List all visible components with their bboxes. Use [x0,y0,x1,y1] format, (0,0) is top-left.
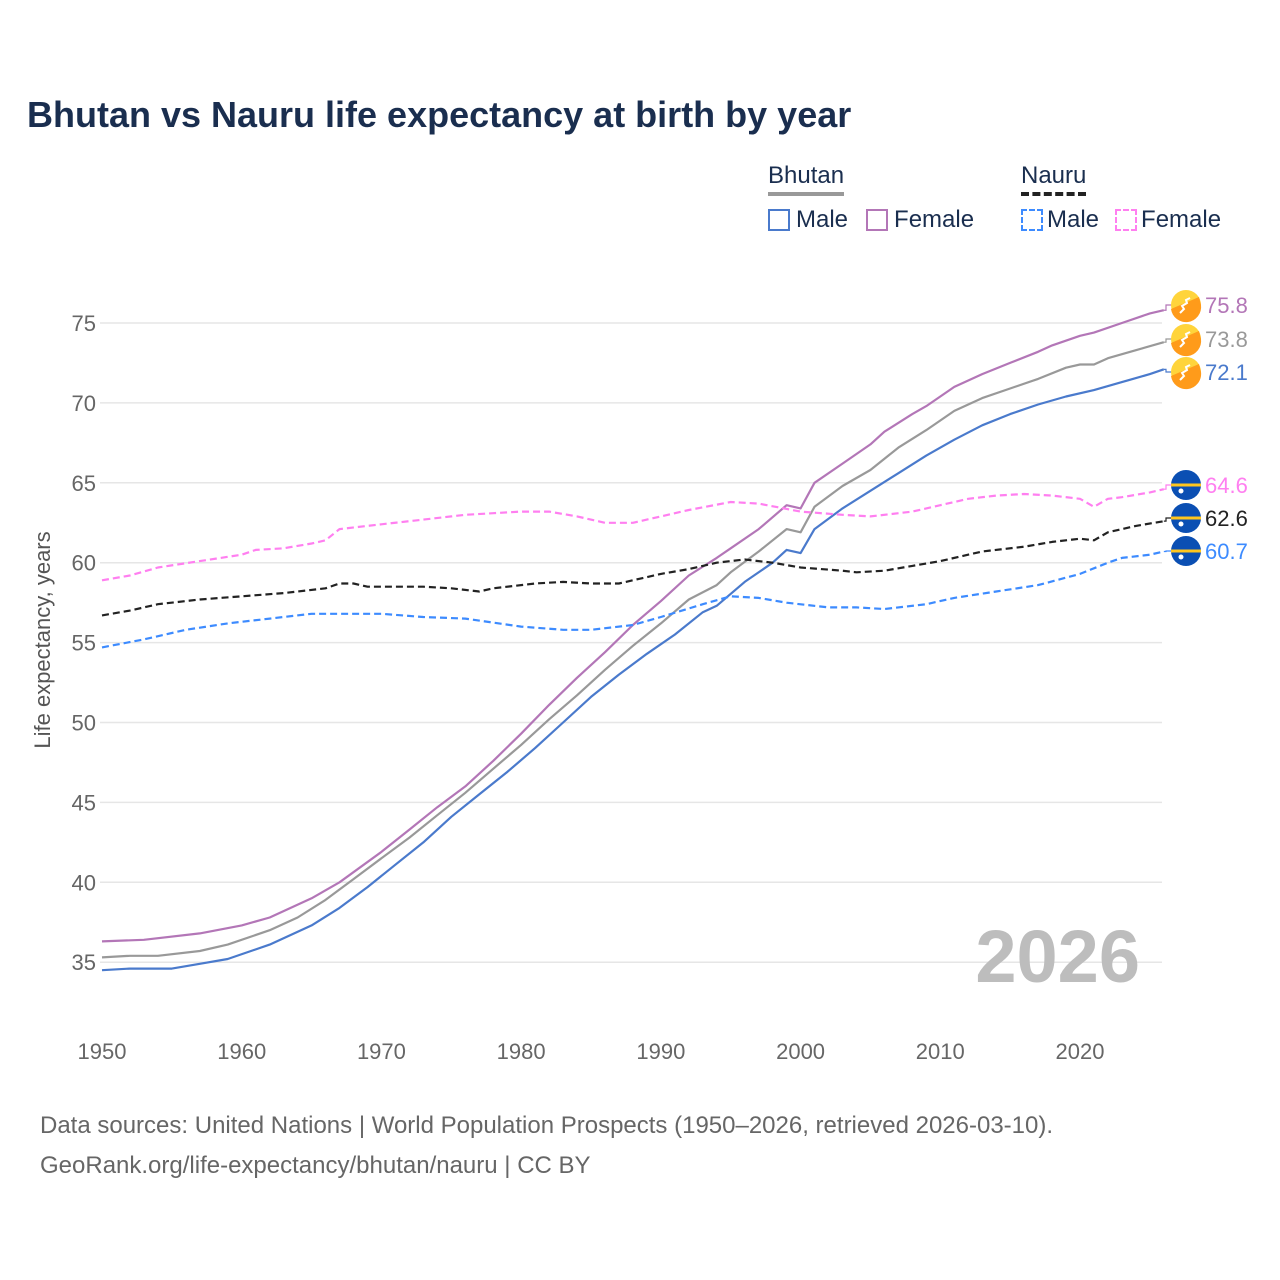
legend-nauru-items: Male Female [1021,206,1221,234]
line-chart: 35 40 45 50 55 60 65 70 75 1950 1960 1970 1980 1990 20… [30,290,1248,1064]
end-connector [1163,484,1172,490]
nauru-flag-icon [1171,470,1201,500]
legend-label: Male [1047,206,1100,233]
legend-bhutan: Bhutan Male Female [768,162,974,233]
source-link[interactable]: GeoRank.org/life-expectancy/bhutan/nauru… [40,1152,591,1179]
legend-label: Male [796,206,849,233]
x-tick-label: 2020 [1056,1039,1105,1064]
grid: 35 40 45 50 55 60 65 70 75 1950 1960 1970 1980 1990 20… [72,311,1162,1064]
end-connector [1163,517,1172,522]
x-tick-label: 2000 [776,1039,825,1064]
end-connector [1163,304,1172,311]
end-connector [1163,368,1172,373]
series-line-nauru-female[interactable] [101,488,1165,582]
legend-nauru-title: Nauru [1021,162,1087,196]
end-labels: 75.8 73.8 72.1 64.6 62.6 60.7 [1163,290,1248,566]
y-tick-label: 45 [72,790,96,815]
footer: Data sources: United Nations | World Pop… [40,1106,1053,1186]
legend-swatch [768,209,790,231]
x-tick-label: 1960 [217,1039,266,1064]
legend-nauru: Nauru Male Female [1021,162,1221,233]
y-tick-label: 75 [72,311,96,336]
y-tick-label: 60 [72,551,96,576]
x-tick-label: 2010 [916,1039,965,1064]
x-tick-label: 1980 [497,1039,546,1064]
x-tick-label: 1990 [636,1039,685,1064]
end-value-label: 60.7 [1205,539,1248,564]
y-tick-label: 50 [72,711,96,736]
y-tick-label: 70 [72,391,96,416]
legend-bhutan-male[interactable]: Male [768,206,848,234]
y-axis-title: Life expectancy, years [30,531,55,748]
y-tick-label: 35 [72,950,96,975]
series-line-nauru-male[interactable] [101,550,1165,649]
end-value-label: 72.1 [1205,360,1248,385]
series-line-bhutan-female[interactable] [101,309,1165,943]
legend-swatch [1115,209,1138,231]
chart-title: Bhutan vs Nauru life expectancy at birth… [27,94,852,135]
legend-bhutan-female[interactable]: Female [866,206,974,234]
y-tick-label: 65 [72,471,96,496]
nauru-flag-icon [1171,503,1201,533]
bhutan-flag-icon [1171,290,1202,323]
y-tick-label: 55 [72,631,96,656]
legend-swatch [866,209,889,231]
legend-nauru-male[interactable]: Male [1021,206,1099,234]
end-connector [1163,550,1172,553]
legend-label: Female [894,206,975,233]
end-value-label: 73.8 [1205,327,1248,352]
x-tick-label: 1970 [357,1039,406,1064]
legend-swatch [1021,209,1043,231]
legend-nauru-female[interactable]: Female [1115,206,1221,234]
series-line-bhutan-total[interactable] [101,341,1165,959]
legend-label: Female [1141,206,1222,233]
series-lines [101,309,1165,972]
nauru-flag-icon [1171,536,1201,566]
year-watermark: 2026 [975,915,1140,998]
data-source: Data sources: United Nations | World Pop… [40,1112,1054,1139]
x-tick-label: 1950 [78,1039,127,1064]
bhutan-flag-icon [1171,324,1202,357]
end-value-label: 64.6 [1205,473,1248,498]
legend-bhutan-items: Male Female [768,206,974,234]
y-tick-label: 40 [72,870,96,895]
end-value-label: 62.6 [1205,506,1248,531]
bhutan-flag-icon [1171,357,1202,390]
series-line-nauru-total[interactable] [101,520,1164,617]
end-connector [1163,338,1172,343]
legend-bhutan-title: Bhutan [768,162,845,196]
end-value-label: 75.8 [1205,293,1248,318]
series-line-bhutan-male[interactable] [101,368,1165,972]
